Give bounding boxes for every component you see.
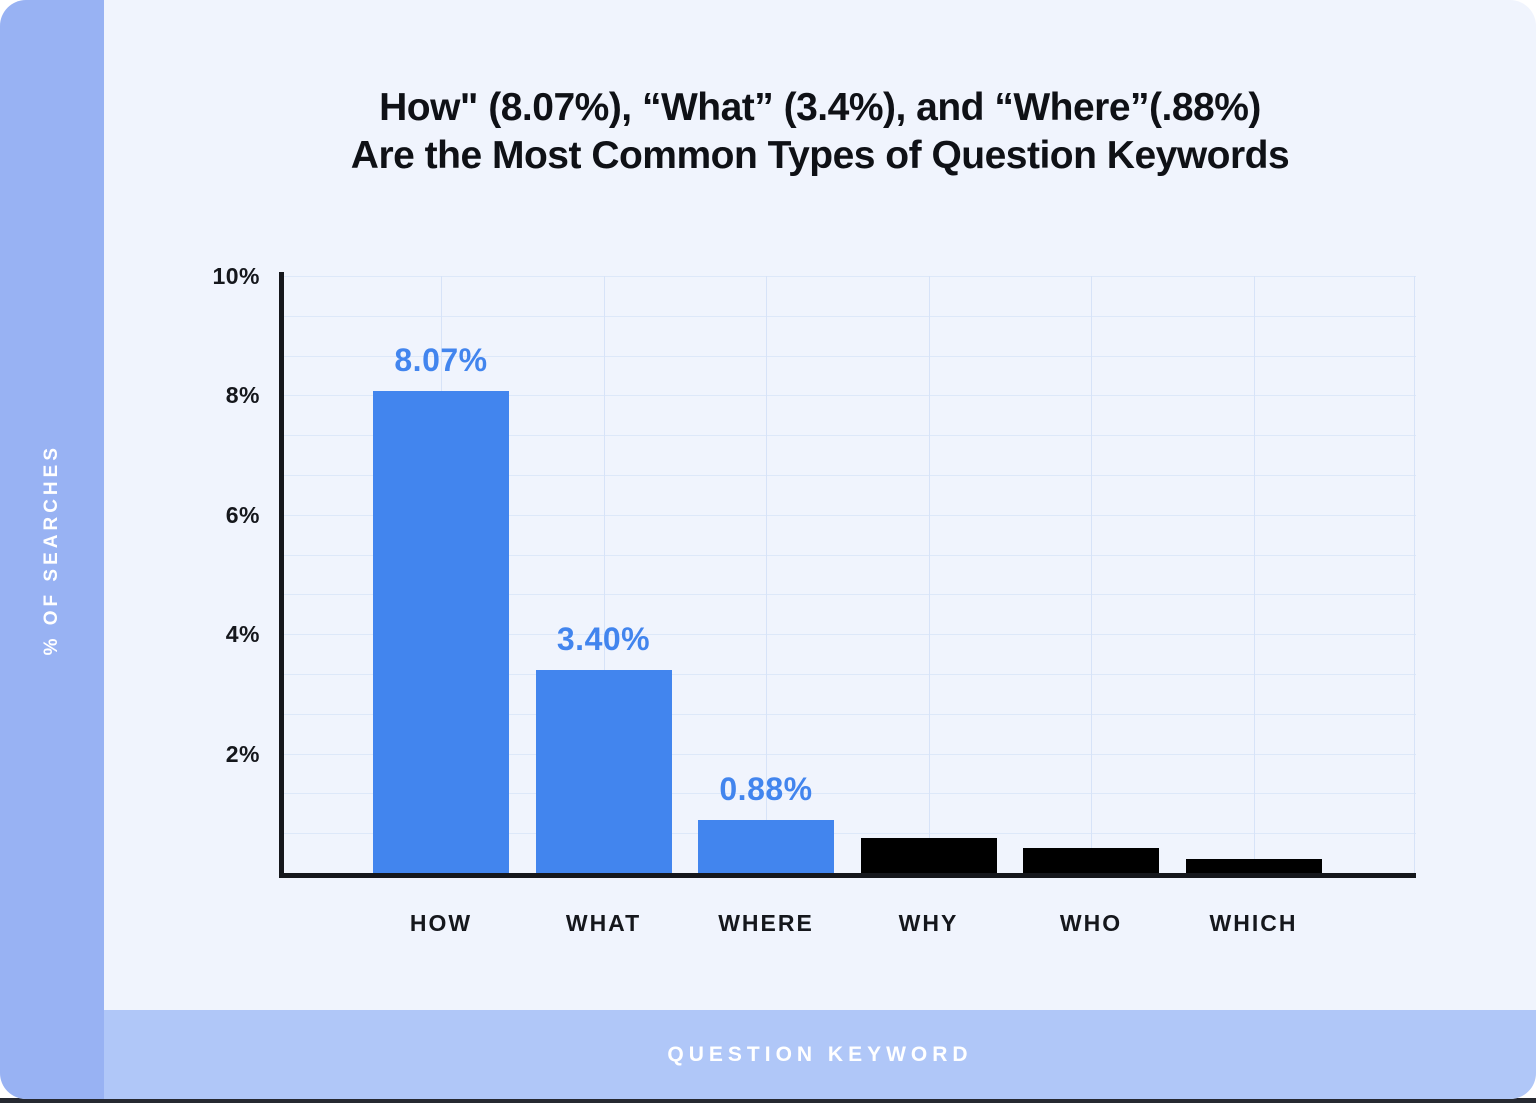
horizontal-gridline — [284, 315, 1416, 317]
horizontal-gridline — [284, 753, 1416, 755]
y-tick-label-4%: 4% — [225, 621, 260, 648]
y-axis-title-band: % OF SEARCHES — [0, 0, 104, 1099]
vertical-gridline — [1253, 276, 1255, 873]
bar-how — [373, 391, 509, 873]
y-axis-title: % OF SEARCHES — [41, 443, 62, 656]
horizontal-gridline — [284, 833, 1416, 835]
bar-value-label: 8.07% — [394, 342, 488, 379]
bar-value-label: 0.88% — [719, 771, 813, 808]
horizontal-gridline — [284, 355, 1416, 357]
bar-which — [1185, 859, 1322, 873]
y-tick-label-8%: 8% — [225, 382, 260, 409]
x-axis-title-band: QUESTION KEYWORD — [104, 1010, 1536, 1099]
x-tick-label-why: WHY — [898, 910, 959, 936]
horizontal-gridline — [284, 634, 1416, 636]
bar-why — [860, 837, 997, 873]
x-tick-label-what: WHAT — [565, 910, 642, 936]
horizontal-gridline — [284, 793, 1416, 795]
chart-title-line-2: Are the Most Common Types of Question Ke… — [350, 134, 1290, 177]
x-tick-label-how: HOW — [409, 910, 473, 936]
horizontal-gridline — [284, 435, 1416, 437]
x-tick-label-where: WHERE — [718, 910, 814, 936]
vertical-gridline — [1091, 276, 1092, 873]
horizontal-gridline — [284, 713, 1416, 715]
bar-where — [698, 820, 834, 873]
y-tick-label-10%: 10% — [212, 263, 260, 289]
bottom-edge-strip — [0, 1098, 1536, 1103]
horizontal-gridline — [284, 594, 1416, 596]
chart-title-line-1: How" (8.07%), “What” (3.4%), and “Where”… — [379, 86, 1261, 129]
bar-value-label: 3.40% — [556, 621, 651, 658]
vertical-gridline — [603, 276, 605, 873]
horizontal-gridline — [284, 395, 1416, 397]
x-tick-label-which: WHICH — [1209, 910, 1298, 936]
horizontal-gridline — [284, 554, 1416, 556]
horizontal-gridline — [284, 475, 1416, 476]
x-tick-label-who: WHO — [1059, 910, 1123, 936]
x-axis-line — [279, 873, 1416, 878]
x-axis-title: QUESTION KEYWORD — [667, 1042, 973, 1066]
vertical-gridline — [928, 276, 930, 873]
vertical-gridline — [766, 276, 767, 873]
horizontal-gridline — [284, 514, 1416, 516]
bar-what — [535, 670, 672, 873]
y-axis-line — [279, 272, 284, 878]
horizontal-gridline — [284, 276, 1416, 277]
chart-title: How" (8.07%), “What” (3.4%), and “Where”… — [104, 84, 1536, 180]
plot-area: 8.07% HOW 3.40% WHAT 0.88% WHERE WHY WHO WHICH — [284, 276, 1416, 936]
y-tick-label-6%: 6% — [225, 501, 260, 528]
horizontal-gridline — [284, 674, 1416, 675]
bar-who — [1023, 847, 1159, 873]
vertical-gridline — [1414, 276, 1415, 873]
y-tick-label-2%: 2% — [225, 740, 260, 767]
